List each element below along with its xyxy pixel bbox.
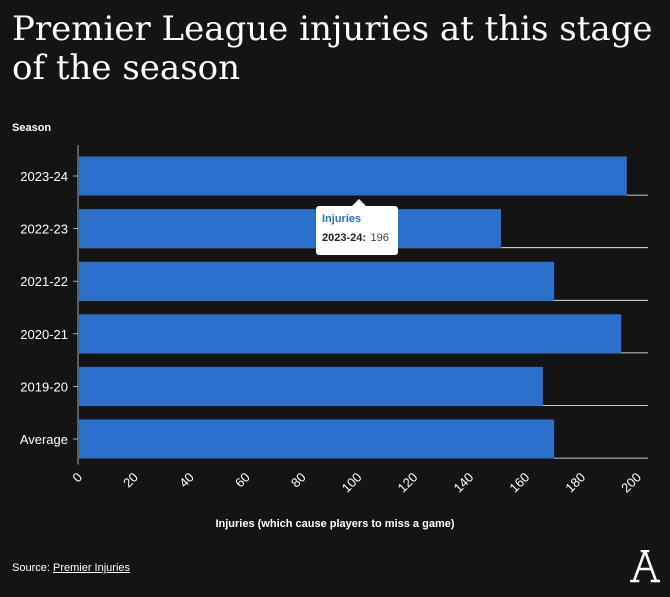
x-tick-label: 40 <box>176 470 197 491</box>
source-note: Source: Premier Injuries <box>12 562 130 574</box>
chart-title: Premier League injuries at this stage of… <box>12 9 653 88</box>
x-tick-label: 0 <box>69 470 85 486</box>
athletic-a-logo-icon <box>630 550 660 583</box>
x-axis-title: Injuries (which cause players to miss a … <box>215 518 455 530</box>
bar-average[interactable] <box>79 419 555 459</box>
category-label: 2022-23 <box>20 222 68 237</box>
x-tick-label: 20 <box>120 470 141 491</box>
y-axis-title: Season <box>12 122 52 134</box>
category-label: 2021-22 <box>20 274 68 289</box>
tooltip-series: Injuries <box>322 213 362 225</box>
x-tick-label: 180 <box>562 470 588 496</box>
x-tick-label: 80 <box>288 470 309 491</box>
source-label: Source: <box>12 562 50 574</box>
bar-2019-20[interactable] <box>79 366 543 406</box>
bar-2022-23[interactable] <box>79 209 502 249</box>
x-tick-label: 200 <box>618 470 644 496</box>
bar-2020-21[interactable] <box>79 314 622 354</box>
x-tick-label: 160 <box>506 470 532 496</box>
bar-2023-24[interactable] <box>79 156 627 196</box>
bar-chart: 2023-24 2022-23 2021-22 2020-21 2019-20 Avera… <box>20 145 648 496</box>
x-tick-label: 140 <box>450 470 476 496</box>
bar-2021-22[interactable] <box>79 261 555 301</box>
x-tick-label: 60 <box>232 470 253 491</box>
category-label: Average <box>20 432 68 447</box>
category-label: 2023-24 <box>20 169 68 184</box>
tooltip-key: 2023-24: <box>322 232 367 244</box>
tooltip: Injuries 2023-24: 196 <box>316 199 398 255</box>
category-label: 2020-21 <box>20 327 68 342</box>
tooltip-value: 196 <box>370 232 389 244</box>
x-tick-label: 120 <box>395 470 421 496</box>
source-link[interactable]: Premier Injuries <box>52 562 131 574</box>
category-label: 2019-20 <box>20 379 68 394</box>
x-tick-label: 100 <box>339 470 365 496</box>
